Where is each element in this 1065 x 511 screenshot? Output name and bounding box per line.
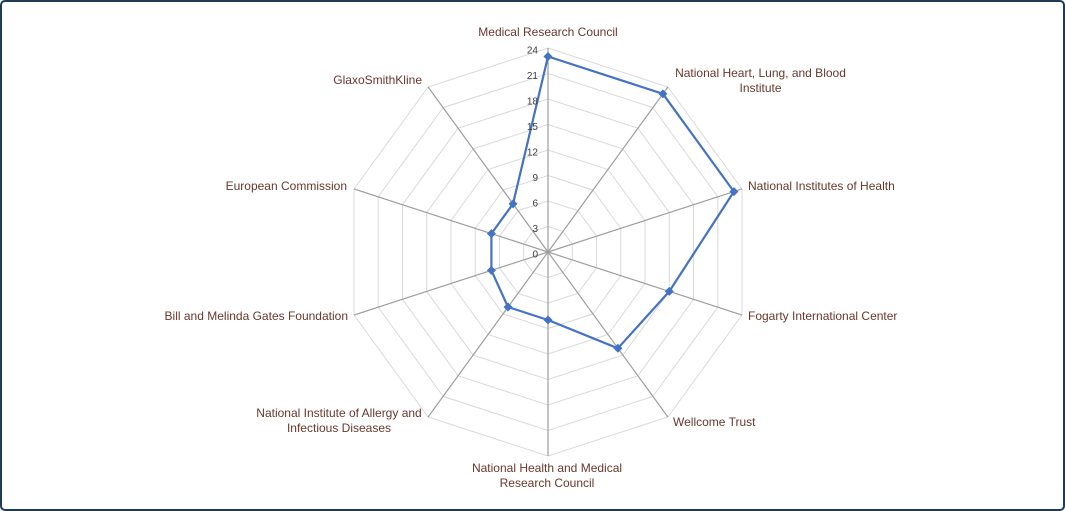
data-point-marker-0 [543, 52, 553, 61]
data-point-marker-4 [613, 343, 623, 353]
data-point-marker-8 [486, 229, 496, 239]
category-label-3: Fogarty International Center [748, 309, 898, 323]
category-label-4: Wellcome Trust [673, 415, 756, 429]
data-point-marker-2 [729, 187, 739, 197]
radial-tick-label-6: 6 [532, 199, 538, 210]
category-label-0: Medical Research Council [478, 25, 618, 39]
radial-tick-label-18: 18 [527, 97, 539, 108]
radial-tick-label-21: 21 [527, 71, 539, 82]
axis-spoke-4 [547, 251, 669, 418]
axis-spoke-7 [353, 251, 549, 316]
axis-spoke-3 [547, 251, 743, 316]
radar-series [486, 52, 739, 353]
radial-tick-label-24: 24 [527, 46, 539, 57]
axis-spoke-6 [427, 251, 549, 418]
radial-tick-label-3: 3 [532, 224, 538, 235]
data-point-marker-7 [486, 265, 496, 275]
axis-spoke-2 [547, 188, 743, 253]
radial-axis-tick-labels: 0 3 6 9 12 15 18 21 24 [527, 46, 539, 261]
category-label-7: Bill and Melinda Gates Foundation [164, 309, 348, 323]
category-label-9: GlaxoSmithKline [333, 73, 422, 87]
radial-tick-label-15: 15 [527, 122, 539, 133]
category-label-5: National Health and Medical Research Cou… [471, 461, 623, 490]
category-label-2: National Institutes of Health [748, 179, 895, 193]
category-label-1: National Heart, Lung, and Blood Institut… [675, 66, 846, 95]
data-point-marker-1 [658, 89, 668, 99]
axis-spoke-1 [547, 86, 669, 253]
radar-spokes [353, 48, 743, 456]
category-label-6: National Institute of Allergy and Infect… [256, 406, 422, 435]
axis-spoke-8 [353, 188, 549, 253]
data-point-marker-5 [543, 315, 553, 325]
data-point-marker-3 [664, 286, 674, 296]
data-point-marker-9 [508, 199, 518, 209]
radial-tick-label-12: 12 [527, 148, 539, 159]
radial-tick-label-0: 0 [532, 250, 538, 261]
axis-spoke-9 [427, 86, 549, 253]
category-label-8: European Commission [225, 179, 347, 193]
data-point-marker-6 [503, 302, 513, 312]
radial-tick-label-9: 9 [532, 173, 538, 184]
